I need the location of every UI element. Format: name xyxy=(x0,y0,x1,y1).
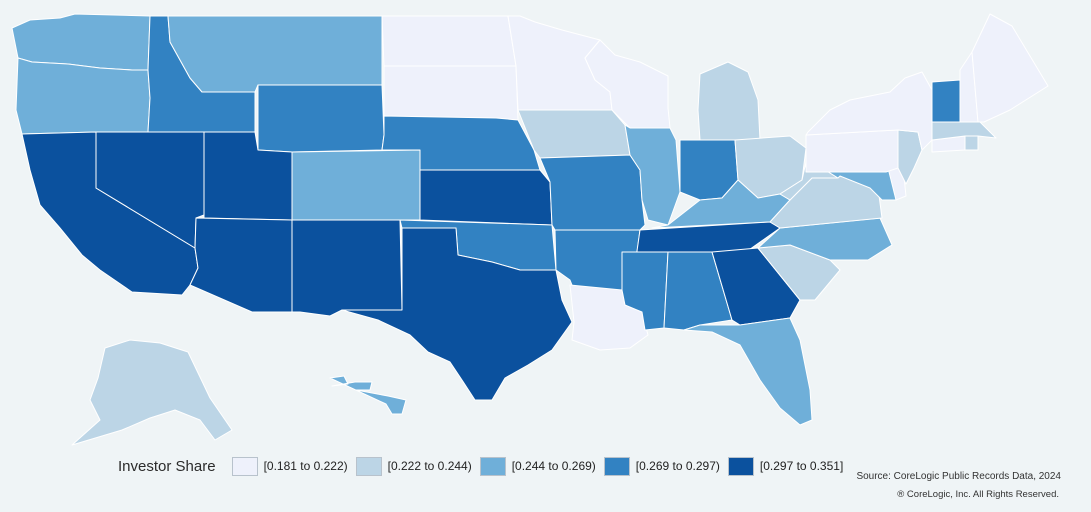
legend-item: [0.222 to 0.244) xyxy=(355,456,472,476)
legend-item: [0.244 to 0.269) xyxy=(479,456,596,476)
legend-title: Investor Share xyxy=(118,457,216,475)
legend-label: [0.222 to 0.244) xyxy=(387,459,472,473)
state-tx xyxy=(341,227,573,401)
state-nj xyxy=(897,129,923,185)
state-hi xyxy=(329,375,407,415)
us-map-svg xyxy=(11,13,1049,446)
legend-swatch xyxy=(727,456,754,476)
state-mo xyxy=(539,154,646,231)
state-fl xyxy=(683,317,813,426)
state-co xyxy=(291,149,421,221)
state-nd xyxy=(381,15,517,67)
state-sd xyxy=(383,65,519,121)
source-note: Source: CoreLogic Public Records Data, 2… xyxy=(856,471,1061,482)
state-nc xyxy=(757,217,893,261)
state-mi xyxy=(697,61,761,141)
legend-label: [0.244 to 0.269) xyxy=(511,459,596,473)
state-ks xyxy=(419,169,553,226)
legend-swatch xyxy=(479,456,506,476)
state-or xyxy=(15,57,151,135)
copyright-note: ® CoreLogic, Inc. All Rights Reserved. xyxy=(897,489,1059,500)
state-ia xyxy=(517,109,631,159)
state-ky xyxy=(651,179,791,229)
legend: Investor Share [0.181 to 0.222) [0.222 t… xyxy=(118,455,851,477)
state-vt xyxy=(931,79,961,123)
legend-item: [0.269 to 0.297) xyxy=(603,456,720,476)
legend-label: [0.297 to 0.351] xyxy=(759,459,844,473)
legend-swatch xyxy=(231,456,258,476)
state-ri xyxy=(964,135,979,151)
state-il xyxy=(624,124,681,226)
legend-swatch xyxy=(603,456,630,476)
state-nm xyxy=(291,219,403,317)
legend-swatch xyxy=(355,456,382,476)
state-az xyxy=(189,217,293,313)
state-mt xyxy=(167,15,383,93)
state-me xyxy=(971,13,1049,123)
legend-label: [0.181 to 0.222) xyxy=(263,459,348,473)
legend-item: [0.181 to 0.222) xyxy=(231,456,348,476)
state-pa xyxy=(805,129,899,173)
state-wy xyxy=(257,84,385,153)
state-ak xyxy=(71,339,233,446)
legend-label: [0.269 to 0.297) xyxy=(635,459,720,473)
legend-item: [0.297 to 0.351] xyxy=(727,456,844,476)
